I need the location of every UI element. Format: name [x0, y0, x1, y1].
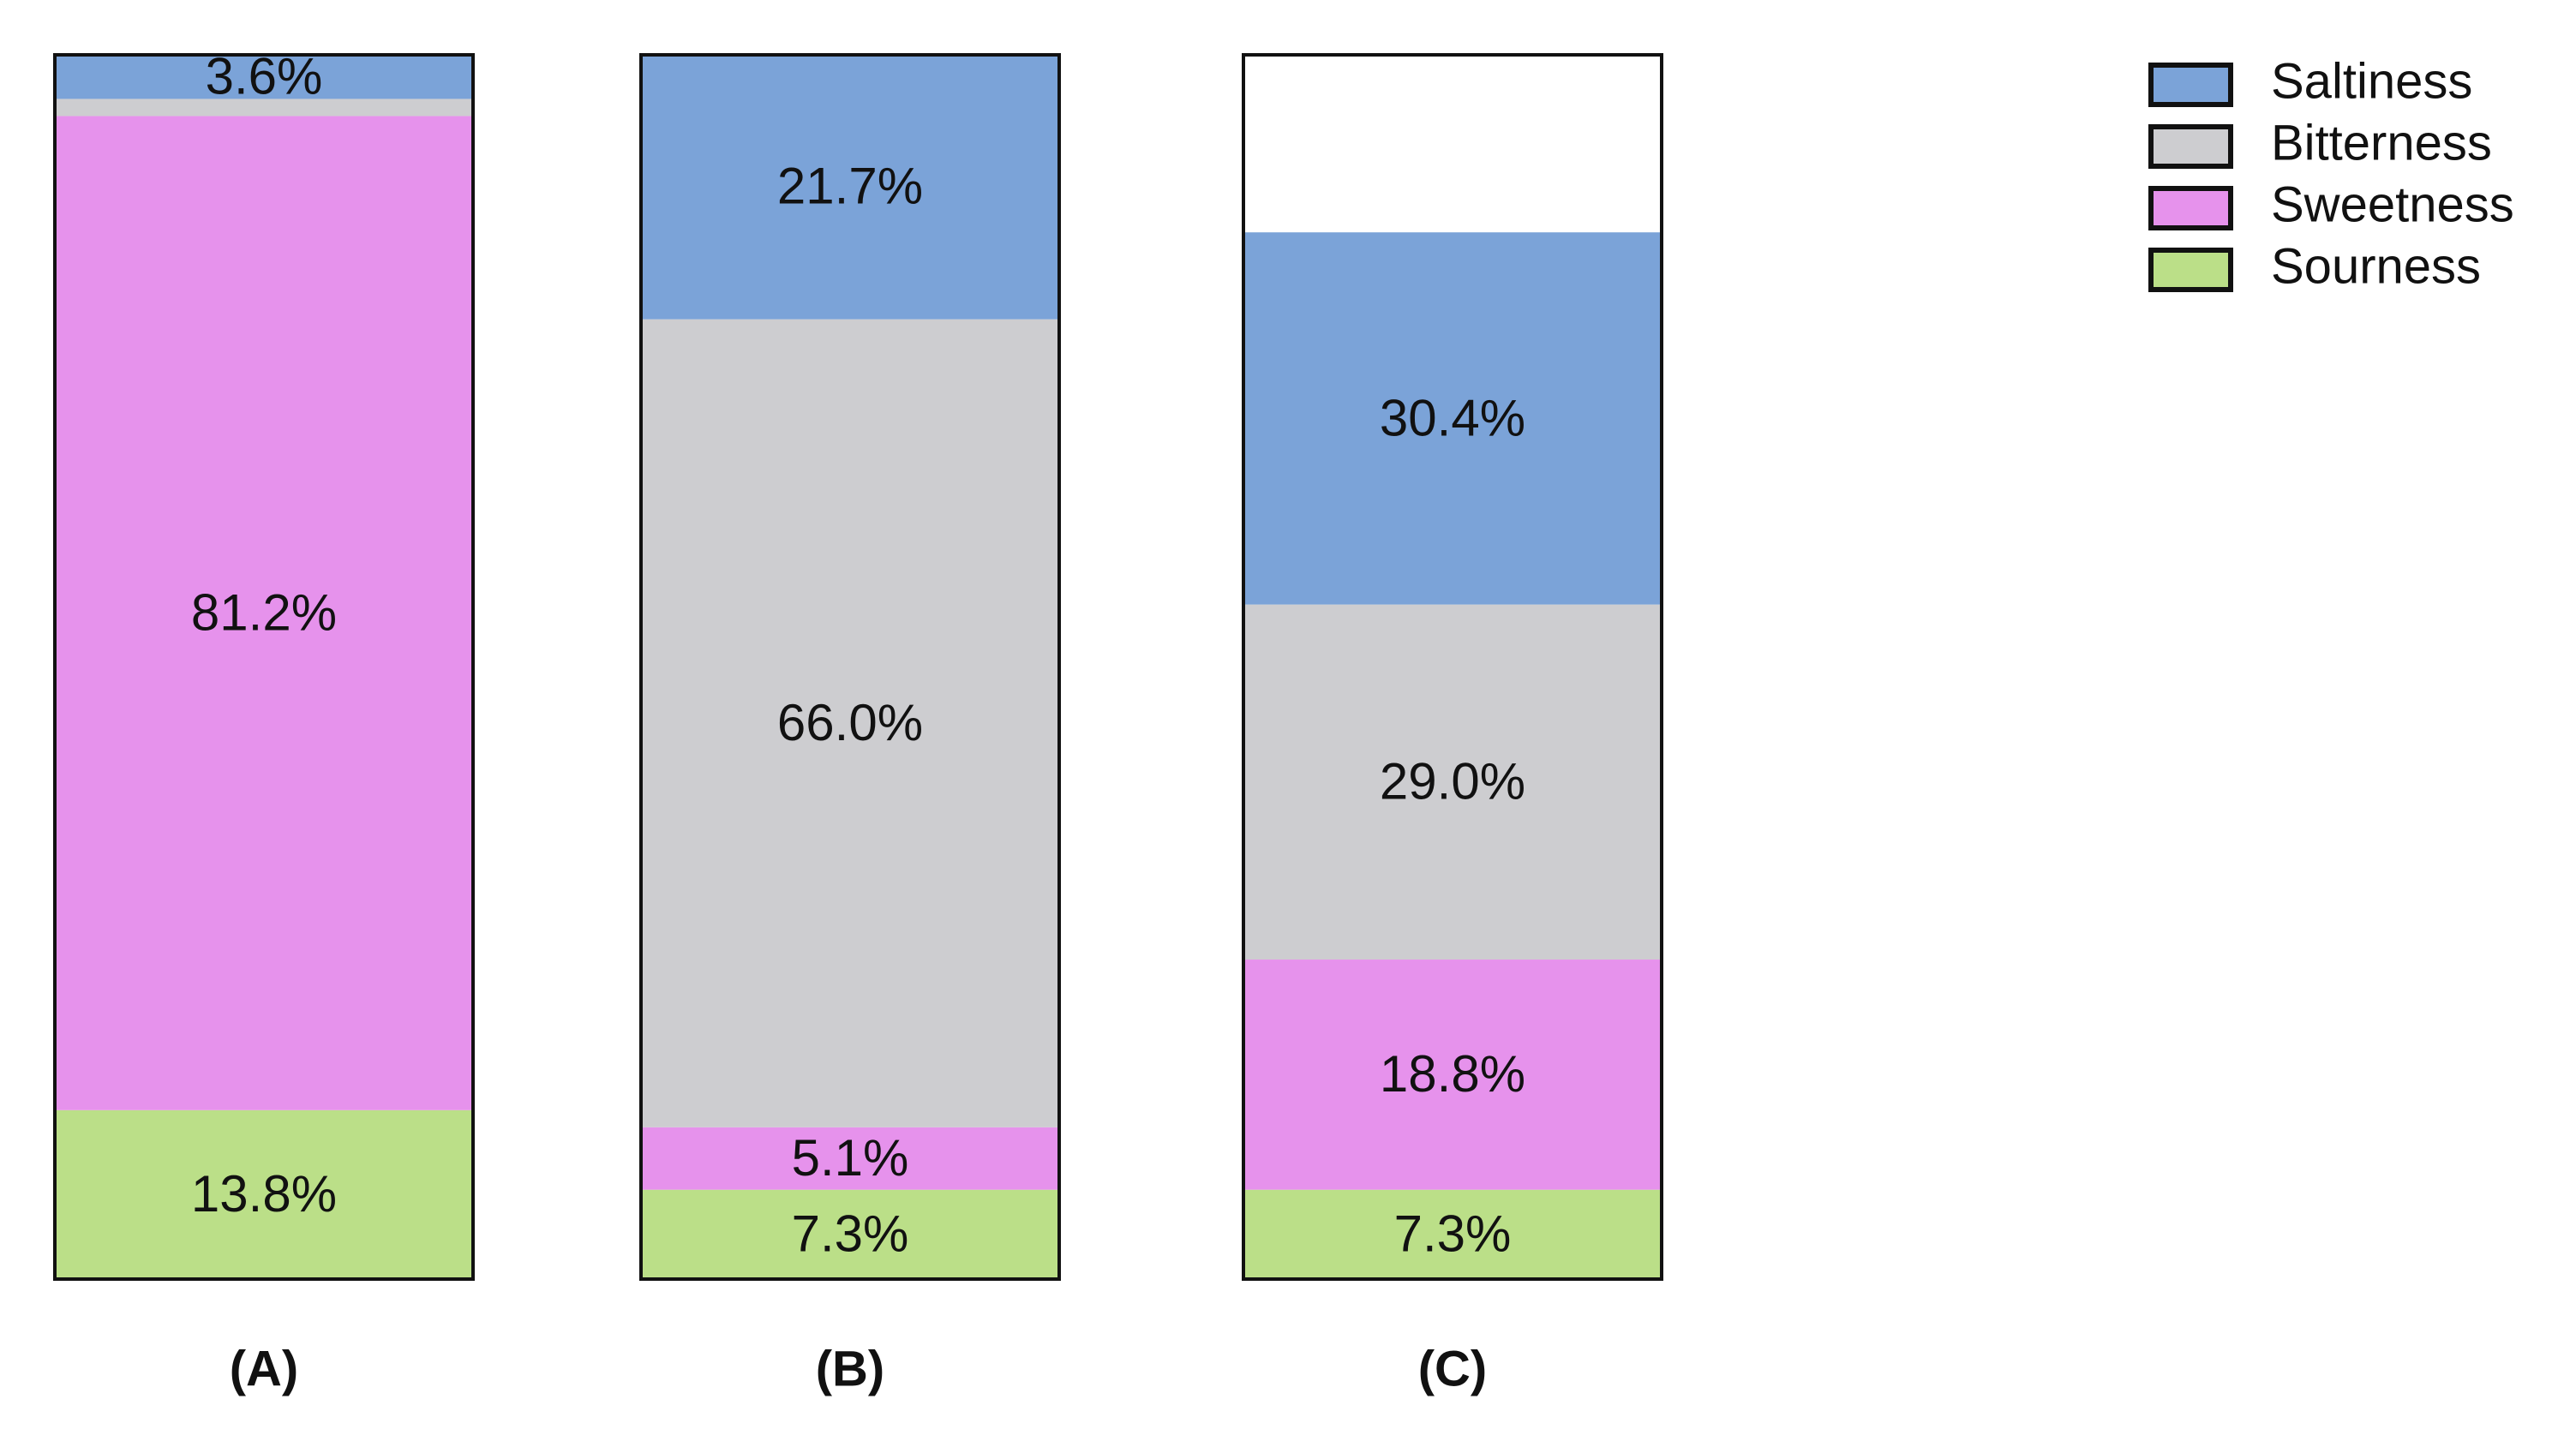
bar-segment: [1243, 960, 1662, 1190]
bar-frame: [639, 53, 1061, 1281]
bar-segment: [641, 1127, 1059, 1190]
value-label: 7.3%: [792, 1205, 909, 1263]
value-label: 29.0%: [1380, 753, 1525, 810]
bar-segment: [55, 55, 473, 99]
legend-swatch: [2148, 63, 2233, 107]
bar-segment: [641, 1189, 1059, 1279]
x-tick-label: (A): [230, 1341, 299, 1396]
bar-frame: [1242, 53, 1663, 1281]
legend-swatch: [2148, 248, 2233, 292]
bar-segment: [55, 116, 473, 1110]
legend-label: Sourness: [2271, 238, 2481, 294]
bar-segment: [55, 99, 473, 117]
bar-segment: [1243, 1189, 1662, 1279]
legend-label: Sweetness: [2271, 176, 2514, 232]
x-tick-label: (C): [1418, 1341, 1488, 1396]
value-label: 21.7%: [777, 157, 923, 214]
x-tick-label: (B): [816, 1341, 885, 1396]
bar-segment: [55, 1109, 473, 1279]
bar-segment: [641, 319, 1059, 1127]
value-label: 5.1%: [792, 1129, 909, 1187]
value-label: 7.3%: [1394, 1205, 1512, 1263]
value-label: 3.6%: [206, 48, 323, 105]
bar-segment: [1243, 604, 1662, 960]
value-label: 81.2%: [191, 583, 337, 641]
legend-swatch: [2148, 124, 2233, 169]
value-label: 66.0%: [777, 694, 923, 751]
value-label: 30.4%: [1380, 389, 1525, 446]
bar-segment: [1243, 232, 1662, 605]
legend-swatch: [2148, 186, 2233, 230]
bar-segment: [641, 53, 1059, 320]
bar-frame: [53, 53, 475, 1281]
value-label: 13.8%: [191, 1165, 337, 1223]
value-label: 18.8%: [1380, 1045, 1525, 1103]
legend-label: Bitterness: [2271, 115, 2492, 170]
legend-label: Saltiness: [2271, 53, 2472, 109]
